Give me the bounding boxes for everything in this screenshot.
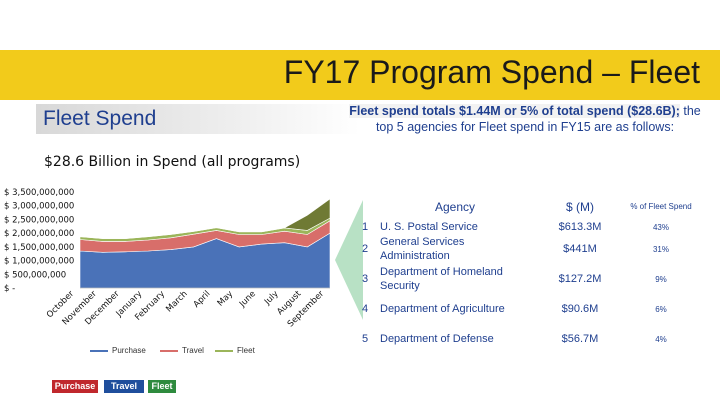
- travel-logo: Travel: [104, 380, 144, 393]
- row-agency: Department of Agriculture: [380, 303, 505, 315]
- y-tick-label: $ 2,500,000,000: [4, 215, 74, 225]
- summary-lead: Fleet spend totals $1.44M or 5% of total…: [349, 104, 680, 118]
- row-spend: $90.6M: [561, 303, 599, 315]
- x-tick-label: July: [262, 289, 281, 308]
- chart-title: $28.6 Billion in Spend (all programs): [44, 154, 301, 170]
- row-agency: Department of Homeland Security: [380, 266, 503, 292]
- row-spend: $441M: [563, 243, 597, 255]
- fleet-logo: Fleet: [148, 380, 176, 393]
- row-spend: $56.7M: [561, 333, 599, 345]
- x-tick-label: April: [192, 289, 213, 310]
- section-heading: Fleet Spend: [43, 107, 157, 130]
- row-spend: $613.3M: [558, 221, 602, 233]
- page-title: FY17 Program Spend – Fleet: [283, 54, 700, 90]
- y-tick-label: $ 3,000,000,000: [4, 202, 74, 212]
- legend-swatch-fleet: [215, 349, 233, 352]
- row-rank: 1: [362, 221, 369, 233]
- summary-rest: the top 5 agencies for Fleet spend in FY…: [375, 104, 701, 134]
- legend-swatch-travel: [160, 349, 178, 352]
- header-rank: [362, 194, 380, 220]
- table-row: 4 Department of Agriculture $90.6M 6%: [362, 294, 692, 324]
- row-percent: 4%: [655, 334, 667, 344]
- row-agency: U. S. Postal Service: [380, 221, 478, 233]
- spend-area-chart: $ 3,500,000,000 $ 3,000,000,000 $ 2,500,00…: [4, 188, 331, 329]
- section-heading-box: Fleet Spend: [36, 104, 360, 134]
- row-rank: 3: [362, 273, 369, 285]
- row-agency: General Services Administration: [380, 236, 465, 262]
- x-tick-label: June: [237, 289, 258, 310]
- row-percent: 43%: [652, 222, 669, 232]
- row-agency: Department of Defense: [380, 333, 494, 345]
- legend-label-fleet: Fleet: [237, 346, 255, 355]
- legend-item-travel: Travel: [160, 346, 204, 355]
- row-spend: $127.2M: [558, 273, 602, 285]
- y-tick-label: $ 3,500,000,000: [4, 188, 74, 198]
- agency-table: Agency $ (M) % of Fleet Spend 1 U. S. Po…: [362, 194, 692, 354]
- row-percent: 9%: [655, 274, 667, 284]
- area-series-extra: [79, 198, 331, 239]
- legend-label-purchase: Purchase: [112, 346, 146, 355]
- table-row: 3 Department of Homeland Security $127.2…: [362, 264, 692, 294]
- y-tick-label: $ 1,000,000,000: [4, 257, 74, 267]
- x-tick-label: March: [164, 289, 189, 314]
- title-bar: FY17 Program Spend – Fleet: [0, 50, 720, 100]
- legend-label-travel: Travel: [182, 346, 204, 355]
- row-rank: 2: [362, 243, 369, 255]
- legend-item-purchase: Purchase: [90, 346, 146, 355]
- callout-arrow: [335, 200, 363, 320]
- table-header-row: Agency $ (M) % of Fleet Spend: [362, 194, 692, 220]
- legend-item-fleet: Fleet: [215, 346, 255, 355]
- header-percent: % of Fleet Spend: [630, 202, 692, 211]
- header-spend: $ (M): [566, 200, 594, 214]
- table-row: 1 U. S. Postal Service $613.3M 43%: [362, 220, 692, 234]
- header-agency: Agency: [434, 200, 476, 214]
- y-tick-label: $ -: [4, 284, 15, 294]
- row-percent: 31%: [652, 244, 669, 254]
- row-percent: 6%: [655, 304, 667, 314]
- table-row: 2 General Services Administration $441M …: [362, 234, 692, 264]
- x-tick-label: May: [216, 289, 236, 309]
- purchase-logo: Purchase: [52, 380, 98, 393]
- legend-swatch-purchase: [90, 349, 108, 352]
- y-tick-label: $ 500,000,000: [4, 270, 66, 280]
- y-tick-label: $ 2,000,000,000: [4, 229, 74, 239]
- y-tick-label: $ 1,500,000,000: [4, 243, 74, 253]
- row-rank: 4: [362, 303, 369, 315]
- summary-text: Fleet spend totals $1.44M or 5% of total…: [340, 103, 710, 135]
- row-rank: 5: [362, 333, 369, 345]
- table-row: 5 Department of Defense $56.7M 4%: [362, 324, 692, 354]
